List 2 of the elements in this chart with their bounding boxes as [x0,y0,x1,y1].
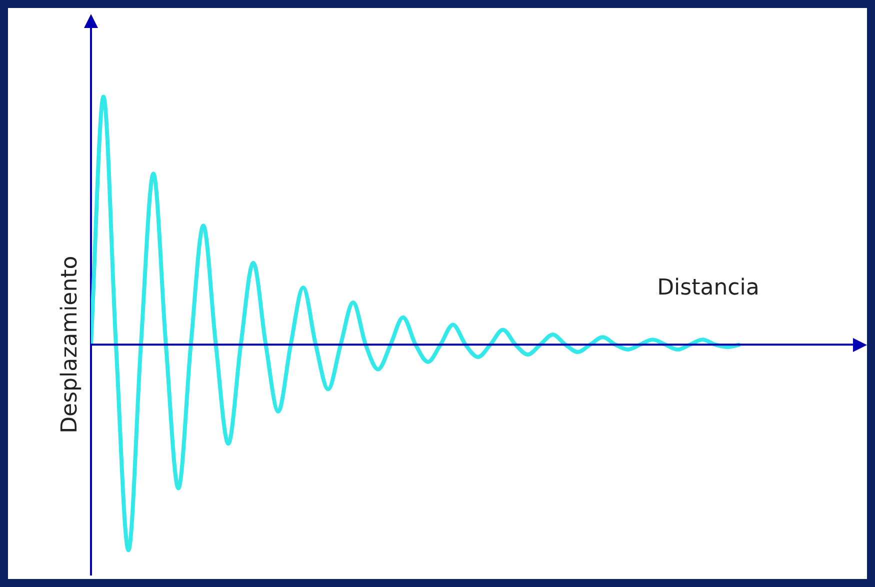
x-axis-title: Distancia [657,275,760,300]
y-axis-title: Desplazamiento [58,256,83,434]
